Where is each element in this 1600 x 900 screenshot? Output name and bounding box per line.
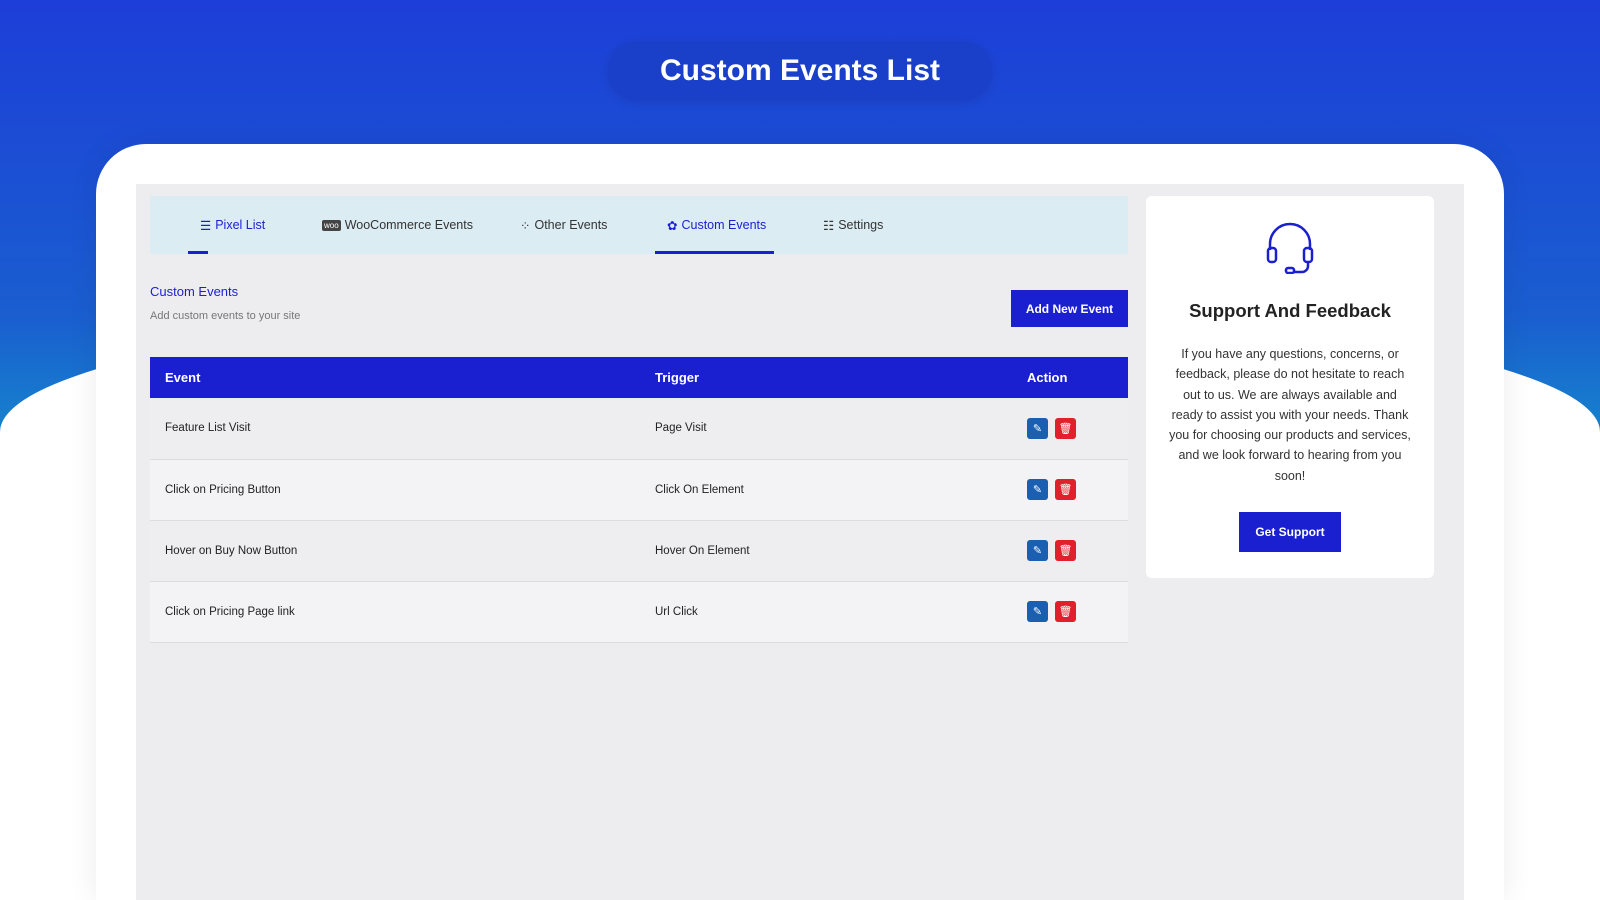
support-text: If you have any questions, concerns, or … [1169,347,1411,483]
header-event: Event [150,357,640,398]
edit-icon[interactable]: ✎ [1027,479,1048,500]
tab-bar: ☰ Pixel List woo WooCommerce Events ⁘ Other… [150,196,1128,254]
table-row: Click on Pricing Page link Url Click ✎ 🗑 [150,581,1128,643]
shapes-icon: ⁘ [520,218,531,233]
header-trigger: Trigger [640,357,1012,398]
section-title: Custom Events [150,284,239,299]
get-support-button[interactable]: Get Support [1239,512,1341,552]
support-title: Support And Feedback [1189,300,1391,321]
tab-settings[interactable]: ☷ Settings [823,218,884,233]
edit-icon[interactable]: ✎ [1027,417,1048,439]
table-row: Click on Pricing Button Click On Element ✎… [150,459,1128,521]
trash-icon[interactable]: 🗑 [1055,601,1076,622]
add-new-event-button[interactable]: Add New Event [1011,290,1128,327]
list-icon: ☰ [200,218,212,233]
tab-woocommerce-events[interactable]: woo WooCommerce Events [322,218,473,232]
edit-icon[interactable]: ✎ [1027,601,1048,622]
trash-icon[interactable]: 🗑 [1055,417,1076,439]
trash-icon[interactable]: 🗑 [1055,540,1076,561]
trash-icon[interactable]: 🗑 [1055,479,1076,500]
headset-icon [1266,222,1314,274]
sliders-icon: ☷ [823,218,835,233]
tab-pixel-list[interactable]: ☰ Pixel List [188,196,265,254]
content-panel: ☰ Pixel List woo WooCommerce Events ⁘ Other… [136,184,1464,900]
woo-icon: woo [322,219,341,231]
page-title: Custom Events List [608,41,992,101]
header-action: Action [1012,357,1128,398]
section-subtitle: Add custom events to your site [150,310,301,322]
table-row: Hover on Buy Now Button Hover On Element ✎… [150,520,1128,582]
tab-custom-events[interactable]: ✿ Custom Events [655,196,774,254]
edit-icon[interactable]: ✎ [1027,540,1048,561]
table-row: Feature List Visit Page Visit ✎ 🗑 [150,398,1128,460]
puzzle-icon: ✿ [667,218,678,233]
tab-other-events[interactable]: ⁘ Other Events [520,218,608,233]
support-card: Support And Feedback If you have any que… [1146,196,1434,578]
events-table: Event Trigger Action Feature List Visit Pag… [150,357,1128,643]
main-card: ☰ Pixel List woo WooCommerce Events ⁘ Other… [96,144,1504,900]
